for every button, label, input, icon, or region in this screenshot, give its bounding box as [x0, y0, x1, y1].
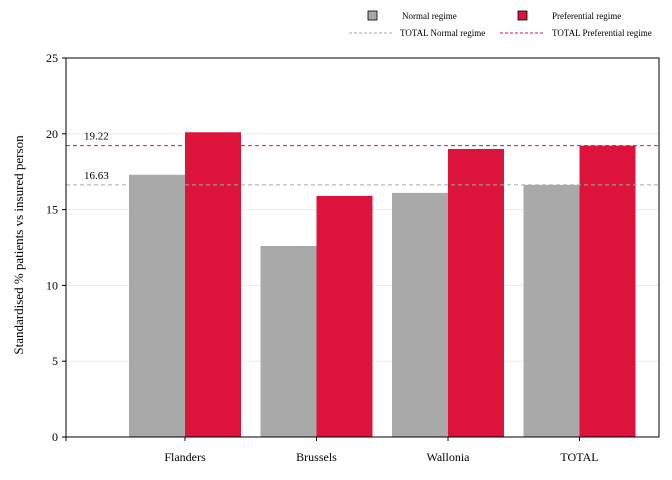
- y-tick-label: 25: [46, 51, 58, 65]
- legend: Normal regime Preferential regime TOTAL …: [349, 10, 652, 38]
- bar-flanders-normal-regime: [129, 174, 185, 437]
- y-axis-ticks: 0 5 10 15 20 25: [46, 51, 66, 444]
- bars: [129, 132, 636, 437]
- bar-brussels-normal-regime: [260, 245, 317, 437]
- x-tick-label: Flanders: [164, 450, 206, 464]
- x-axis-labels: Flanders Brussels Wallonia TOTAL: [164, 437, 599, 464]
- reference-line-value-label: 19.22: [84, 131, 109, 143]
- bar-total-normal-regime: [523, 184, 580, 437]
- legend-label-total-preferential-regime: TOTAL Preferential regime: [552, 28, 652, 38]
- y-tick-label: 0: [52, 430, 58, 444]
- y-tick-label: 15: [46, 203, 58, 217]
- y-tick-label: 20: [46, 127, 58, 141]
- legend-swatch-preferential-regime: [517, 10, 528, 21]
- y-axis-title: Standardised % patients vs insured perso…: [11, 135, 26, 355]
- reference-line-value-label: 16.63: [84, 170, 109, 182]
- legend-label-preferential-regime: Preferential regime: [552, 11, 621, 21]
- bar-total-preferential-regime: [579, 145, 636, 437]
- legend-label-normal-regime: Normal regime: [402, 11, 457, 21]
- x-tick-label: Wallonia: [426, 450, 470, 464]
- bar-brussels-preferential-regime: [316, 195, 373, 437]
- legend-swatch-normal-regime: [367, 10, 378, 21]
- plot-frame: [65, 57, 660, 438]
- y-tick-label: 5: [52, 354, 58, 368]
- y-tick-label: 10: [46, 278, 58, 292]
- axes: [65, 57, 660, 441]
- bar-flanders-preferential-regime: [185, 132, 241, 437]
- x-tick-label: Brussels: [296, 450, 337, 464]
- reference-lines: 16.63 19.22: [66, 131, 659, 186]
- legend-label-total-normal-regime: TOTAL Normal regime: [400, 28, 485, 38]
- x-tick-label: TOTAL: [560, 450, 598, 464]
- bar-wallonia-normal-regime: [392, 192, 448, 437]
- bar-wallonia-preferential-regime: [448, 148, 504, 437]
